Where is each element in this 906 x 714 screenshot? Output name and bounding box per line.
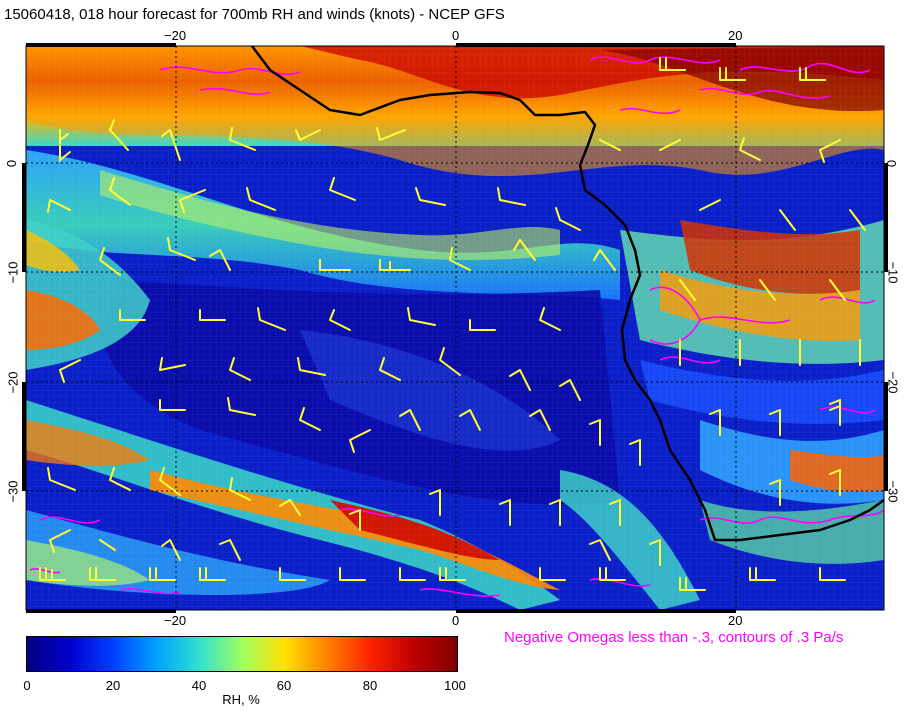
colorbar-tick: 40 — [191, 678, 207, 693]
rh-field — [26, 46, 884, 610]
right-lat-label: −20 — [885, 371, 901, 394]
map-title: 15060418, 018 hour forecast for 700mb RH… — [4, 6, 505, 23]
right-lat-label: −10 — [885, 261, 901, 284]
colorbar-tick: 60 — [276, 678, 292, 693]
colorbar-label: RH, % — [222, 692, 260, 707]
top-lon-label: 0 — [452, 28, 460, 43]
left-lat-label: −10 — [5, 261, 21, 284]
map-frame-ticks — [22, 43, 888, 613]
right-lat-label: −30 — [885, 480, 901, 503]
right-lat-label: 0 — [884, 159, 900, 168]
colorbar-tick: 0 — [23, 678, 31, 693]
left-lat-label: −30 — [5, 480, 21, 503]
top-lon-label: −20 — [164, 28, 187, 43]
rh-colorbar — [26, 636, 458, 672]
bottom-lon-label: 20 — [728, 613, 743, 628]
colorbar-tick: 100 — [444, 678, 466, 693]
omega-contours — [29, 56, 884, 597]
bottom-lon-label: −20 — [164, 613, 187, 628]
left-lat-label: 0 — [4, 159, 20, 168]
wind-barbs — [39, 57, 866, 591]
left-lat-label: −20 — [5, 371, 21, 394]
coastline — [251, 45, 885, 542]
colorbar-tick: 20 — [105, 678, 121, 693]
top-lon-label: 20 — [728, 28, 743, 43]
bottom-lon-label: 0 — [452, 613, 460, 628]
graticule — [26, 46, 884, 610]
omega-caption: Negative Omegas less than -.3, contours … — [504, 629, 844, 646]
colorbar-tick: 80 — [362, 678, 378, 693]
